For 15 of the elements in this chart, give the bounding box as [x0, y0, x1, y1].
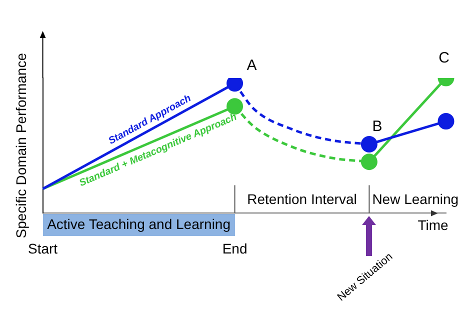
text: Active Teaching and Learning — [47, 216, 231, 232]
point — [226, 78, 244, 92]
point — [360, 136, 378, 152]
y-axis-title: Specific Domain Performance — [13, 52, 30, 238]
text: A — [246, 57, 257, 74]
annotation: B — [372, 118, 382, 135]
x-tick-label: End — [222, 240, 248, 256]
x-tick-label: Start — [28, 240, 58, 256]
point — [438, 113, 454, 130]
text: C — [438, 50, 450, 67]
point — [226, 98, 244, 115]
x-axis-title: Time — [418, 217, 449, 234]
annotation: New Learning — [372, 191, 459, 208]
point — [360, 154, 378, 170]
annotation: Retention Interval — [247, 191, 357, 208]
